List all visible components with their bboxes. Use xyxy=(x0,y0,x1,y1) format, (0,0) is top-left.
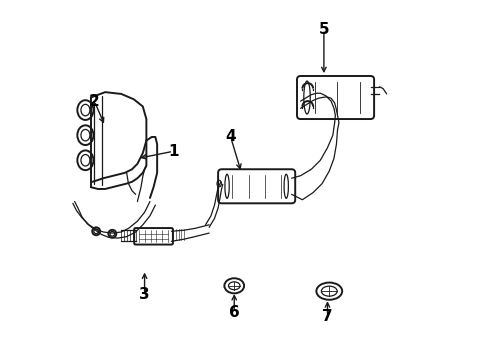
Text: 1: 1 xyxy=(168,144,178,159)
Text: 6: 6 xyxy=(229,305,240,320)
Text: 3: 3 xyxy=(139,287,150,302)
Text: 2: 2 xyxy=(89,94,100,109)
Text: 5: 5 xyxy=(318,22,329,37)
Text: 4: 4 xyxy=(225,130,236,144)
Text: 7: 7 xyxy=(322,309,333,324)
